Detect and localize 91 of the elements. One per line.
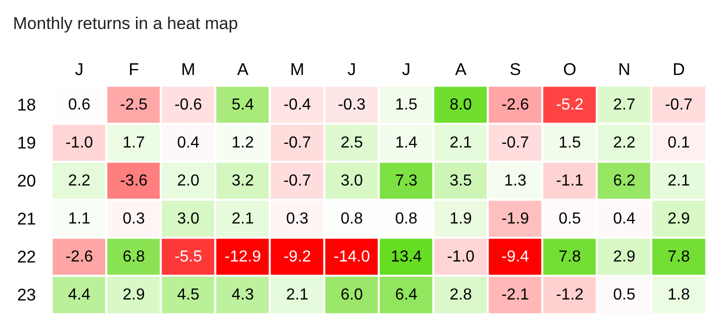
data-label: 0.5 (558, 210, 581, 228)
data-label: 2.9 (122, 286, 145, 304)
data-label: -2.5 (120, 96, 148, 114)
data-label: 4.3 (232, 286, 254, 304)
data-label: -5.2 (556, 96, 584, 114)
data-label: 4.4 (68, 286, 90, 304)
data-label: 0.8 (340, 210, 363, 228)
data-label: 2.0 (177, 172, 200, 190)
data-label: 1.7 (122, 134, 145, 152)
data-label: 1.4 (395, 134, 418, 152)
y-tick-label: 23 (17, 286, 36, 304)
data-label: 0.8 (395, 210, 418, 228)
data-label: -14.0 (334, 248, 370, 266)
data-label: 3.2 (232, 172, 254, 190)
data-label: -3.6 (120, 172, 148, 190)
data-label: 1.1 (68, 210, 90, 228)
data-label: 6.2 (613, 172, 636, 190)
y-tick-label: 21 (17, 210, 36, 228)
data-label: 2.1 (668, 172, 690, 190)
x-tick-label: M (181, 60, 196, 79)
y-tick-label: 20 (17, 172, 36, 190)
data-label: -1.0 (446, 248, 475, 266)
data-label: 0.5 (613, 286, 636, 304)
data-label: 2.5 (340, 134, 363, 152)
data-label: 1.8 (668, 286, 690, 304)
data-label: 2.1 (450, 134, 472, 152)
data-label: -0.4 (283, 96, 312, 114)
data-label: 2.8 (450, 286, 472, 304)
data-label: 2.9 (668, 210, 690, 228)
y-tick-label: 18 (17, 96, 36, 114)
data-label: 1.5 (395, 96, 418, 114)
data-label: 6.4 (395, 286, 418, 304)
data-label: -0.6 (174, 96, 202, 114)
x-tick-label: D (672, 60, 685, 79)
data-label: 2.1 (232, 210, 254, 228)
data-label: -5.5 (174, 248, 202, 266)
data-label: 7.3 (395, 172, 418, 190)
data-label: 7.8 (558, 248, 581, 266)
chart-title: Monthly returns in a heat map (13, 14, 238, 33)
x-tick-label: J (402, 60, 410, 79)
data-label: 5.4 (232, 96, 254, 114)
data-label: 2.2 (613, 134, 636, 152)
data-label: -1.1 (556, 172, 584, 190)
y-tick-label: 22 (17, 248, 36, 266)
x-tick-label: J (75, 60, 84, 79)
data-label: -1.9 (501, 210, 530, 228)
data-label: 1.5 (558, 134, 581, 152)
y-tick-label: 19 (17, 134, 36, 152)
x-tick-label: A (455, 60, 468, 79)
data-label: -0.3 (338, 96, 366, 114)
x-tick-label: O (563, 60, 576, 79)
data-label: -1.0 (65, 134, 94, 152)
data-label: 2.2 (68, 172, 90, 190)
data-label: -2.6 (65, 248, 94, 266)
data-label: 0.6 (68, 96, 90, 114)
data-label: 3.0 (340, 172, 363, 190)
data-label: -9.2 (283, 248, 312, 266)
data-label: -9.4 (501, 248, 530, 266)
data-label: 3.0 (177, 210, 200, 228)
x-tick-label: S (510, 60, 521, 79)
data-label: -12.9 (224, 248, 262, 266)
x-tick-label: M (290, 60, 304, 79)
x-tick-label: A (237, 60, 250, 79)
data-label: 0.4 (177, 134, 200, 152)
data-label: 2.9 (613, 248, 636, 266)
data-label: 2.7 (613, 96, 636, 114)
data-label: 6.0 (340, 286, 363, 304)
data-label: 1.9 (450, 210, 472, 228)
data-label: -0.7 (664, 96, 693, 114)
data-label: 7.8 (668, 248, 690, 266)
data-label: -0.7 (283, 134, 312, 152)
x-tick-label: N (618, 60, 630, 79)
data-label: -0.7 (501, 134, 530, 152)
data-label: 4.5 (177, 286, 200, 304)
data-label: -0.7 (283, 172, 312, 190)
data-label: 13.4 (390, 248, 422, 266)
data-label: 0.4 (613, 210, 636, 228)
data-label: 1.2 (232, 134, 254, 152)
data-label: 1.3 (504, 172, 526, 190)
data-label: 0.3 (286, 210, 308, 228)
data-label: 0.3 (122, 210, 145, 228)
data-label: -2.1 (501, 286, 530, 304)
x-tick-label: F (128, 60, 139, 79)
data-label: 2.1 (286, 286, 308, 304)
data-label: -2.6 (501, 96, 530, 114)
data-label: 3.5 (450, 172, 472, 190)
data-label: 0.1 (668, 134, 690, 152)
data-label: 6.8 (122, 248, 145, 266)
data-label: 8.0 (450, 96, 472, 114)
data-label: -1.2 (556, 286, 584, 304)
x-tick-label: J (348, 60, 356, 79)
